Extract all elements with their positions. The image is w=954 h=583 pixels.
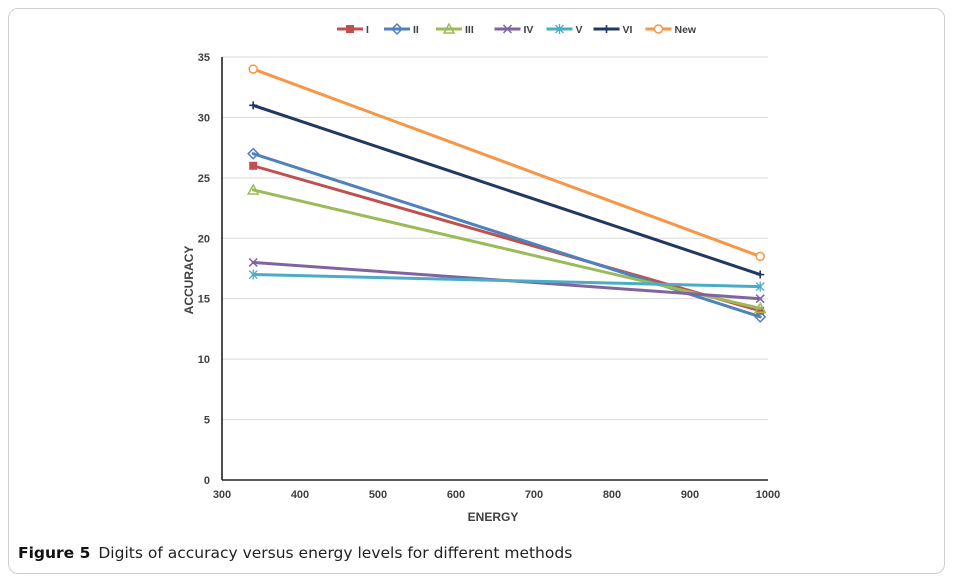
y-tick-label: 25 (198, 173, 210, 185)
star-marker (555, 24, 564, 34)
circle-marker (248, 64, 258, 74)
grid-lines (222, 56, 768, 421)
legend-item-new: New (645, 24, 697, 36)
x-marker (248, 257, 258, 267)
legend-item-v: V (546, 24, 583, 36)
x-tick-label: 600 (447, 489, 465, 501)
x-tick-label: 700 (525, 489, 543, 501)
legend-item-i: I (337, 24, 369, 36)
y-tick-label: 10 (198, 354, 210, 366)
chart-axes (221, 57, 768, 481)
y-tick-label: 15 (198, 294, 210, 306)
y-tick-label: 5 (204, 415, 210, 427)
legend-label: II (413, 24, 419, 36)
figure-frame (8, 8, 945, 574)
figure-caption: Figure 5 Digits of accuracy versus energy… (18, 544, 572, 562)
legend-item-iii: III (436, 22, 474, 36)
x-tick-label: 1000 (756, 489, 780, 501)
x-tick-labels: 300 400 500 600 700 800 900 1000 (213, 489, 780, 501)
legend-label: IV (524, 24, 534, 36)
diamond-marker (390, 22, 404, 36)
plus-marker (756, 270, 765, 279)
circle-marker (755, 251, 765, 262)
circle-marker (653, 24, 664, 34)
series-line-v (251, 273, 762, 289)
x-tick-label: 800 (603, 489, 621, 501)
legend-label: V (576, 24, 583, 36)
diamond-marker (247, 147, 260, 160)
series-line-new (251, 67, 762, 258)
legend-item-vi: VI (593, 24, 633, 36)
legend-label: I (366, 24, 369, 36)
x-tick-label: 500 (369, 489, 387, 501)
series-line-iii (251, 188, 762, 310)
plus-marker (249, 101, 258, 110)
y-tick-label: 0 (204, 475, 210, 487)
series-lines (246, 64, 767, 323)
star-marker (248, 269, 258, 280)
star-marker (755, 281, 765, 292)
legend-item-iv: IV (494, 24, 534, 36)
y-tick-label: 30 (198, 112, 210, 124)
x-marker (502, 24, 513, 34)
figure-caption-text: Digits of accuracy versus energy levels … (98, 544, 573, 562)
x-tick-label: 300 (213, 489, 231, 501)
square-marker (346, 25, 354, 33)
y-axis-label: ACCURACY (182, 246, 196, 315)
x-tick-label: 900 (681, 489, 699, 501)
series-line-vi (251, 103, 762, 277)
line-chart: 0 5 10 15 20 25 30 35 300 400 500 600 700 800 900 1000… (182, 22, 780, 524)
plus-marker (602, 25, 611, 33)
y-tick-labels: 0 5 10 15 20 25 30 35 (198, 52, 210, 487)
x-marker (755, 294, 765, 304)
legend-label: VI (623, 24, 633, 36)
legend-item-ii: II (384, 22, 419, 36)
x-axis-label: ENERGY (468, 510, 519, 524)
figure-label: Figure 5 (18, 544, 91, 562)
triangle-marker (442, 22, 456, 34)
y-tick-label: 35 (198, 52, 210, 64)
series-line-i (251, 164, 762, 313)
triangle-marker (246, 183, 260, 195)
legend-label: III (465, 24, 474, 36)
square-marker (249, 161, 258, 170)
diamond-marker (754, 310, 767, 323)
legend: I II III IV V VI New (337, 22, 697, 36)
triangle-marker (753, 301, 767, 314)
y-tick-label: 20 (198, 233, 210, 245)
legend-label: New (675, 24, 697, 36)
x-tick-label: 400 (291, 489, 309, 501)
